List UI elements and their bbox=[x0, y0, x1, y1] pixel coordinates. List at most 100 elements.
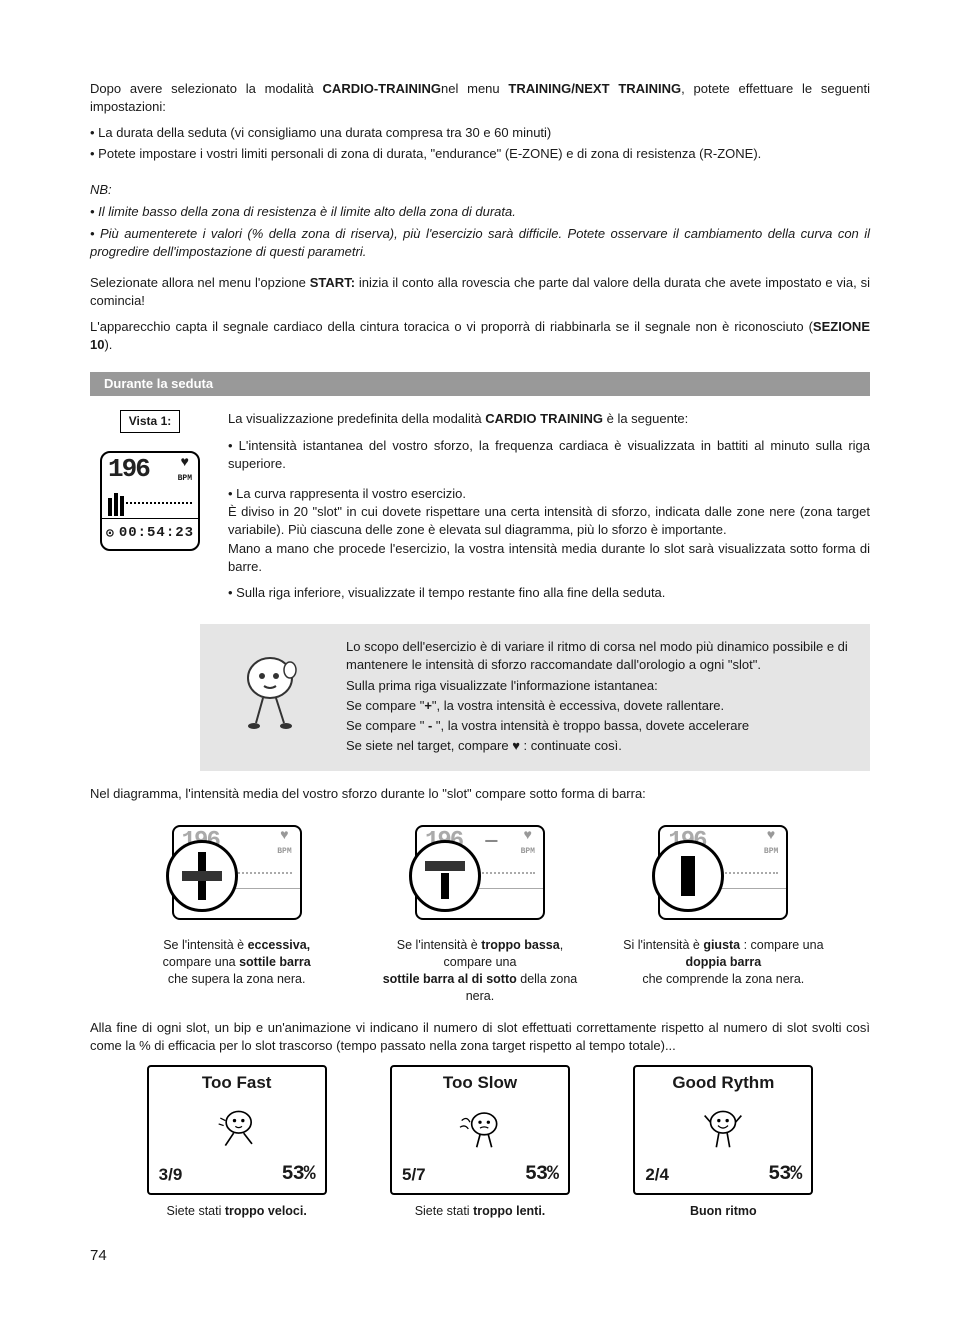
text: Selezionate allora nel menu l'opzione bbox=[90, 275, 310, 290]
text: Si l'intensità è bbox=[623, 938, 703, 952]
info-box: Lo scopo dell'esercizio è di variare il … bbox=[200, 624, 870, 771]
bpm-label: BPM bbox=[764, 846, 778, 857]
text-bold: CARDIO TRAINING bbox=[485, 411, 603, 426]
text: Dopo avere selezionato la modalità bbox=[90, 81, 323, 96]
text-bold: giusta bbox=[703, 938, 740, 952]
text: Lo scopo dell'esercizio è di variare il … bbox=[346, 638, 852, 674]
caption: Se l'intensità è troppo bassa, compare u… bbox=[373, 937, 586, 1005]
text: • L'intensità istantanea del vostro sfor… bbox=[228, 437, 870, 473]
result-caption: Buon ritmo bbox=[617, 1203, 830, 1221]
result-fraction: 2/4 bbox=[645, 1163, 669, 1187]
lcd-display: 196 ♥ BPM ⊙ 00:54:23 bbox=[100, 451, 200, 551]
nb-label: NB: bbox=[90, 181, 870, 199]
col-too-low: 196—♥BPM 54:23 Se l'intensità è troppo b… bbox=[373, 817, 586, 1005]
text: Sulla prima riga visualizzate l'informaz… bbox=[346, 677, 852, 695]
text-bold: doppia barra bbox=[685, 955, 761, 969]
lcd-time: 00:54:23 bbox=[119, 524, 194, 544]
vista-left: Vista 1: 196 ♥ BPM ⊙ 00:54:23 bbox=[90, 410, 210, 610]
diagram-intro: Nel diagramma, l'intensità media del vos… bbox=[90, 785, 870, 803]
minus-indicator: — bbox=[485, 828, 497, 856]
text: ", la vostra intensità è eccessiva, dove… bbox=[432, 698, 724, 713]
text-bold: eccessiva, bbox=[248, 938, 311, 952]
text: ", la vostra intensità è troppo bassa, d… bbox=[432, 718, 749, 733]
nb-bullet: • Il limite basso della zona di resisten… bbox=[90, 203, 870, 221]
vista-row: Vista 1: 196 ♥ BPM ⊙ 00:54:23 La visuali bbox=[90, 410, 870, 610]
magnify-icon bbox=[652, 840, 724, 912]
clock-icon: ⊙ bbox=[106, 525, 115, 543]
result-percent: 53% bbox=[525, 1161, 558, 1189]
lcd-small: 196—♥BPM 54:23 bbox=[415, 825, 545, 920]
heart-icon: ♥ bbox=[181, 454, 189, 474]
text-bold: sottile barra bbox=[239, 955, 311, 969]
result-percent: 53% bbox=[768, 1161, 801, 1189]
text: compare una bbox=[163, 955, 239, 969]
text: che comprende la zona nera. bbox=[642, 972, 804, 986]
slot-end-paragraph: Alla fine di ogni slot, un bip e un'anim… bbox=[90, 1019, 870, 1055]
text: L'apparecchio capta il segnale cardiaco … bbox=[90, 319, 813, 334]
result-title: Too Fast bbox=[149, 1067, 325, 1097]
text: Siete stati bbox=[167, 1204, 225, 1218]
text: Se l'intensità è bbox=[397, 938, 481, 952]
vista-right: La visualizzazione predefinita della mod… bbox=[228, 410, 870, 610]
text: Se siete nel target, compare bbox=[346, 738, 512, 753]
caption: Se l'intensità è eccessiva, compare una … bbox=[130, 937, 343, 988]
three-columns: 196♥BPM 54:23 Se l'intensità è eccessiva… bbox=[130, 817, 830, 1005]
magnify-icon bbox=[166, 840, 238, 912]
result-caption: Siete stati troppo veloci. bbox=[130, 1203, 343, 1221]
result-caption: Siete stati troppo lenti. bbox=[373, 1203, 586, 1221]
info-text: Lo scopo dell'esercizio è di variare il … bbox=[346, 638, 852, 757]
section-bar: Durante la seduta bbox=[90, 372, 870, 396]
heart-running-icon bbox=[149, 1097, 325, 1159]
text: È diviso in 20 "slot" in cui dovete risp… bbox=[228, 503, 870, 539]
text: • Sulla riga inferiore, visualizzate il … bbox=[228, 584, 870, 602]
heart-walking-icon bbox=[218, 638, 328, 748]
text-bold: troppo bassa bbox=[481, 938, 560, 952]
text: Se compare " bbox=[346, 698, 424, 713]
text: : continuate così. bbox=[520, 738, 622, 753]
col-correct: 196♥BPM 54:23 Si l'intensità è giusta : … bbox=[617, 817, 830, 1005]
result-good: Good Rythm 2/4 53% Buon ritmo bbox=[617, 1065, 830, 1220]
text: Se compare " bbox=[346, 718, 428, 733]
text-bold: CARDIO-TRAINING bbox=[323, 81, 441, 96]
start-paragraph: Selezionate allora nel menu l'opzione ST… bbox=[90, 274, 870, 310]
bpm-label: BPM bbox=[521, 846, 535, 857]
lcd-small: 196♥BPM 54:23 bbox=[658, 825, 788, 920]
text: nel menu bbox=[441, 81, 508, 96]
nb-block: NB: • Il limite basso della zona di resi… bbox=[90, 181, 870, 262]
heart-icon: ♥ bbox=[521, 827, 535, 847]
lcd-bpm-label: BPM bbox=[178, 473, 192, 484]
text: • La curva rappresenta il vostro eserciz… bbox=[228, 485, 870, 503]
magnify-icon bbox=[409, 840, 481, 912]
heart-small-icon: ♥ bbox=[512, 738, 520, 753]
result-row: Too Fast 3/9 53% Siete stati troppo velo… bbox=[130, 1065, 830, 1220]
heart-happy-icon bbox=[635, 1097, 811, 1159]
lcd-small: 196♥BPM 54:23 bbox=[172, 825, 302, 920]
text-bold: TRAINING/NEXT TRAINING bbox=[508, 81, 681, 96]
text: Siete stati bbox=[415, 1204, 473, 1218]
text: Se l'intensità è bbox=[163, 938, 247, 952]
result-too-slow: Too Slow 5/7 53% Siete stati troppo lent… bbox=[373, 1065, 586, 1220]
result-fraction: 5/7 bbox=[402, 1163, 426, 1187]
bullet-item: • Potete impostare i vostri limiti perso… bbox=[90, 145, 870, 163]
result-title: Good Rythm bbox=[635, 1067, 811, 1097]
text: La visualizzazione predefinita della mod… bbox=[228, 411, 485, 426]
text: ). bbox=[104, 337, 112, 352]
heart-icon: ♥ bbox=[277, 827, 291, 847]
result-fraction: 3/9 bbox=[159, 1163, 183, 1187]
text: è la seguente: bbox=[603, 411, 688, 426]
lcd-bpm-value: 196 bbox=[108, 451, 149, 487]
signal-paragraph: L'apparecchio capta il segnale cardiaco … bbox=[90, 318, 870, 354]
page-number: 74 bbox=[90, 1245, 870, 1266]
result-percent: 53% bbox=[282, 1161, 315, 1189]
text-bold: sottile barra al di sotto bbox=[383, 972, 517, 986]
caption: Si l'intensità è giusta : compare una do… bbox=[617, 937, 830, 988]
text-bold: troppo veloci. bbox=[225, 1204, 307, 1218]
text-bold: START: bbox=[310, 275, 359, 290]
intro-paragraph: Dopo avere selezionato la modalità CARDI… bbox=[90, 80, 870, 116]
plus-symbol: + bbox=[424, 698, 432, 713]
vista-label: Vista 1: bbox=[120, 410, 180, 433]
heart-icon: ♥ bbox=[764, 827, 778, 847]
bpm-label: BPM bbox=[277, 846, 291, 857]
result-title: Too Slow bbox=[392, 1067, 568, 1097]
nb-bullet: • Più aumenterete i valori (% della zona… bbox=[90, 225, 870, 261]
